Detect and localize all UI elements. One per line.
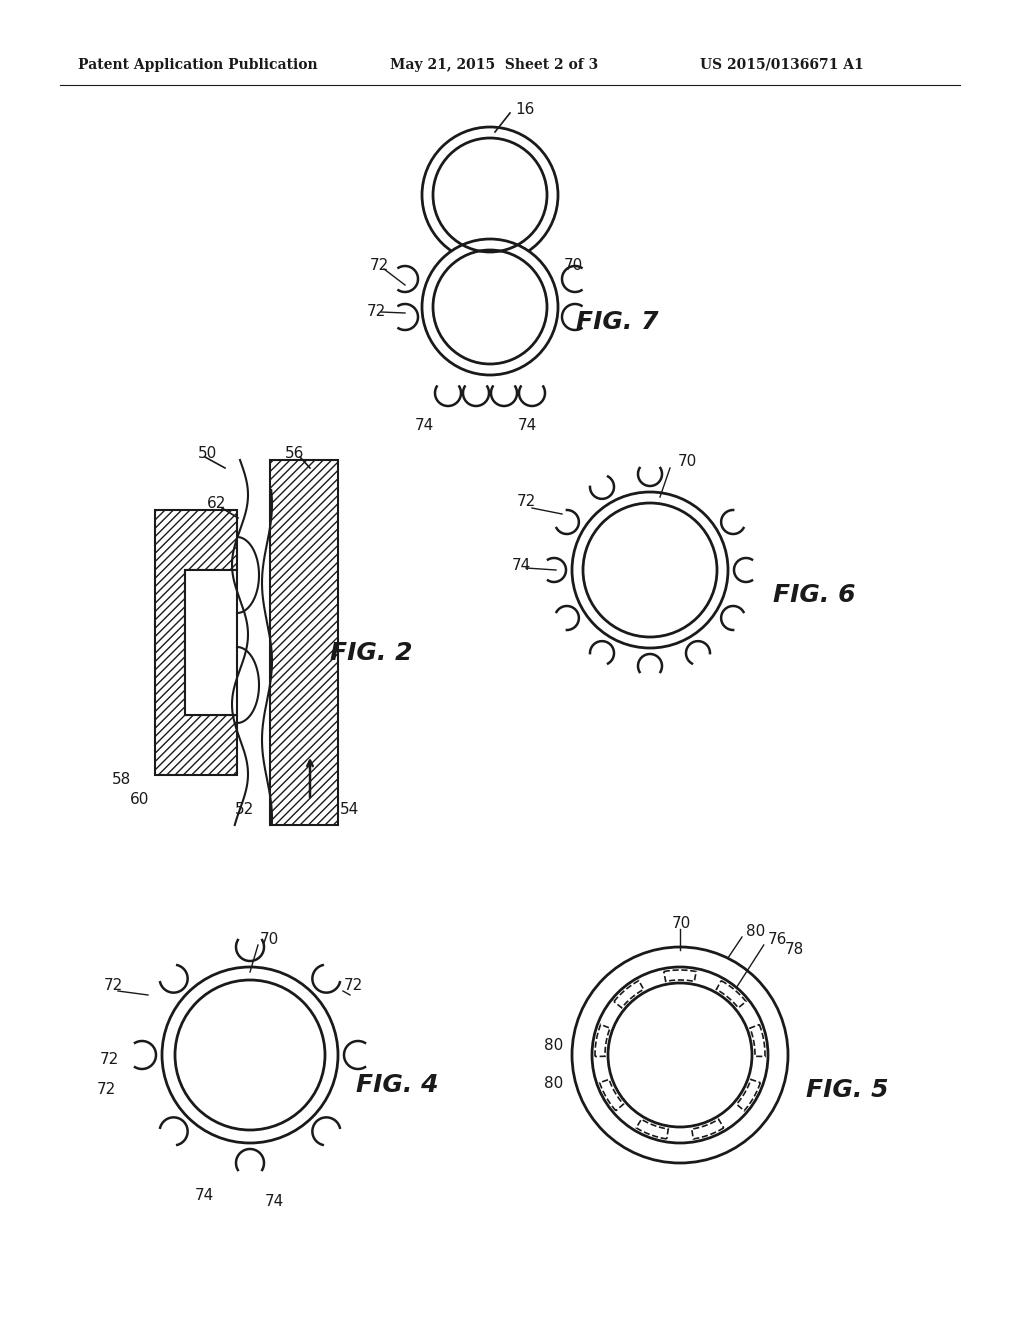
Text: 72: 72 (100, 1052, 119, 1068)
Text: 74: 74 (195, 1188, 214, 1203)
Polygon shape (636, 1119, 669, 1139)
Text: 70: 70 (260, 932, 280, 946)
Text: 56: 56 (285, 446, 304, 461)
Polygon shape (600, 1080, 624, 1110)
Text: May 21, 2015  Sheet 2 of 3: May 21, 2015 Sheet 2 of 3 (390, 58, 598, 73)
Polygon shape (595, 1024, 610, 1056)
Polygon shape (736, 1080, 761, 1110)
Circle shape (608, 983, 752, 1127)
Text: 52: 52 (234, 803, 254, 817)
Bar (270, 459, 338, 825)
Text: FIG. 6: FIG. 6 (773, 583, 855, 607)
Text: 54: 54 (340, 803, 359, 817)
Text: Patent Application Publication: Patent Application Publication (78, 58, 317, 73)
Circle shape (572, 492, 728, 648)
Text: 76: 76 (768, 932, 787, 946)
Text: 72: 72 (344, 978, 364, 993)
Text: 80: 80 (544, 1038, 563, 1052)
Circle shape (162, 968, 338, 1143)
Text: 74: 74 (512, 557, 531, 573)
Circle shape (422, 127, 558, 263)
Text: 50: 50 (198, 446, 217, 461)
Bar (185, 570, 237, 715)
Circle shape (592, 968, 768, 1143)
Text: US 2015/0136671 A1: US 2015/0136671 A1 (700, 58, 864, 73)
Polygon shape (717, 981, 746, 1007)
Text: 72: 72 (367, 305, 386, 319)
Polygon shape (155, 510, 237, 775)
Text: 70: 70 (564, 257, 584, 272)
Text: 72: 72 (97, 1082, 117, 1097)
Text: FIG. 2: FIG. 2 (330, 642, 413, 665)
Polygon shape (664, 970, 696, 981)
Text: 78: 78 (785, 941, 805, 957)
Text: 74: 74 (518, 417, 538, 433)
Polygon shape (750, 1024, 765, 1056)
Text: 70: 70 (672, 916, 691, 931)
Text: 74: 74 (265, 1193, 285, 1209)
Polygon shape (614, 981, 644, 1007)
Text: FIG. 4: FIG. 4 (356, 1073, 438, 1097)
Text: 62: 62 (207, 495, 226, 511)
Text: 58: 58 (112, 772, 131, 788)
Circle shape (422, 239, 558, 375)
Polygon shape (692, 1119, 724, 1139)
Text: 80: 80 (746, 924, 765, 939)
Text: 74: 74 (415, 417, 434, 433)
Text: 72: 72 (517, 495, 537, 510)
Text: 72: 72 (104, 978, 123, 993)
Text: 16: 16 (515, 102, 535, 116)
Text: 60: 60 (130, 792, 150, 808)
Text: 72: 72 (370, 257, 389, 272)
Text: FIG. 5: FIG. 5 (806, 1078, 889, 1102)
Text: FIG. 7: FIG. 7 (575, 310, 658, 334)
Circle shape (572, 946, 788, 1163)
Text: 70: 70 (678, 454, 697, 470)
Text: 80: 80 (544, 1076, 563, 1090)
